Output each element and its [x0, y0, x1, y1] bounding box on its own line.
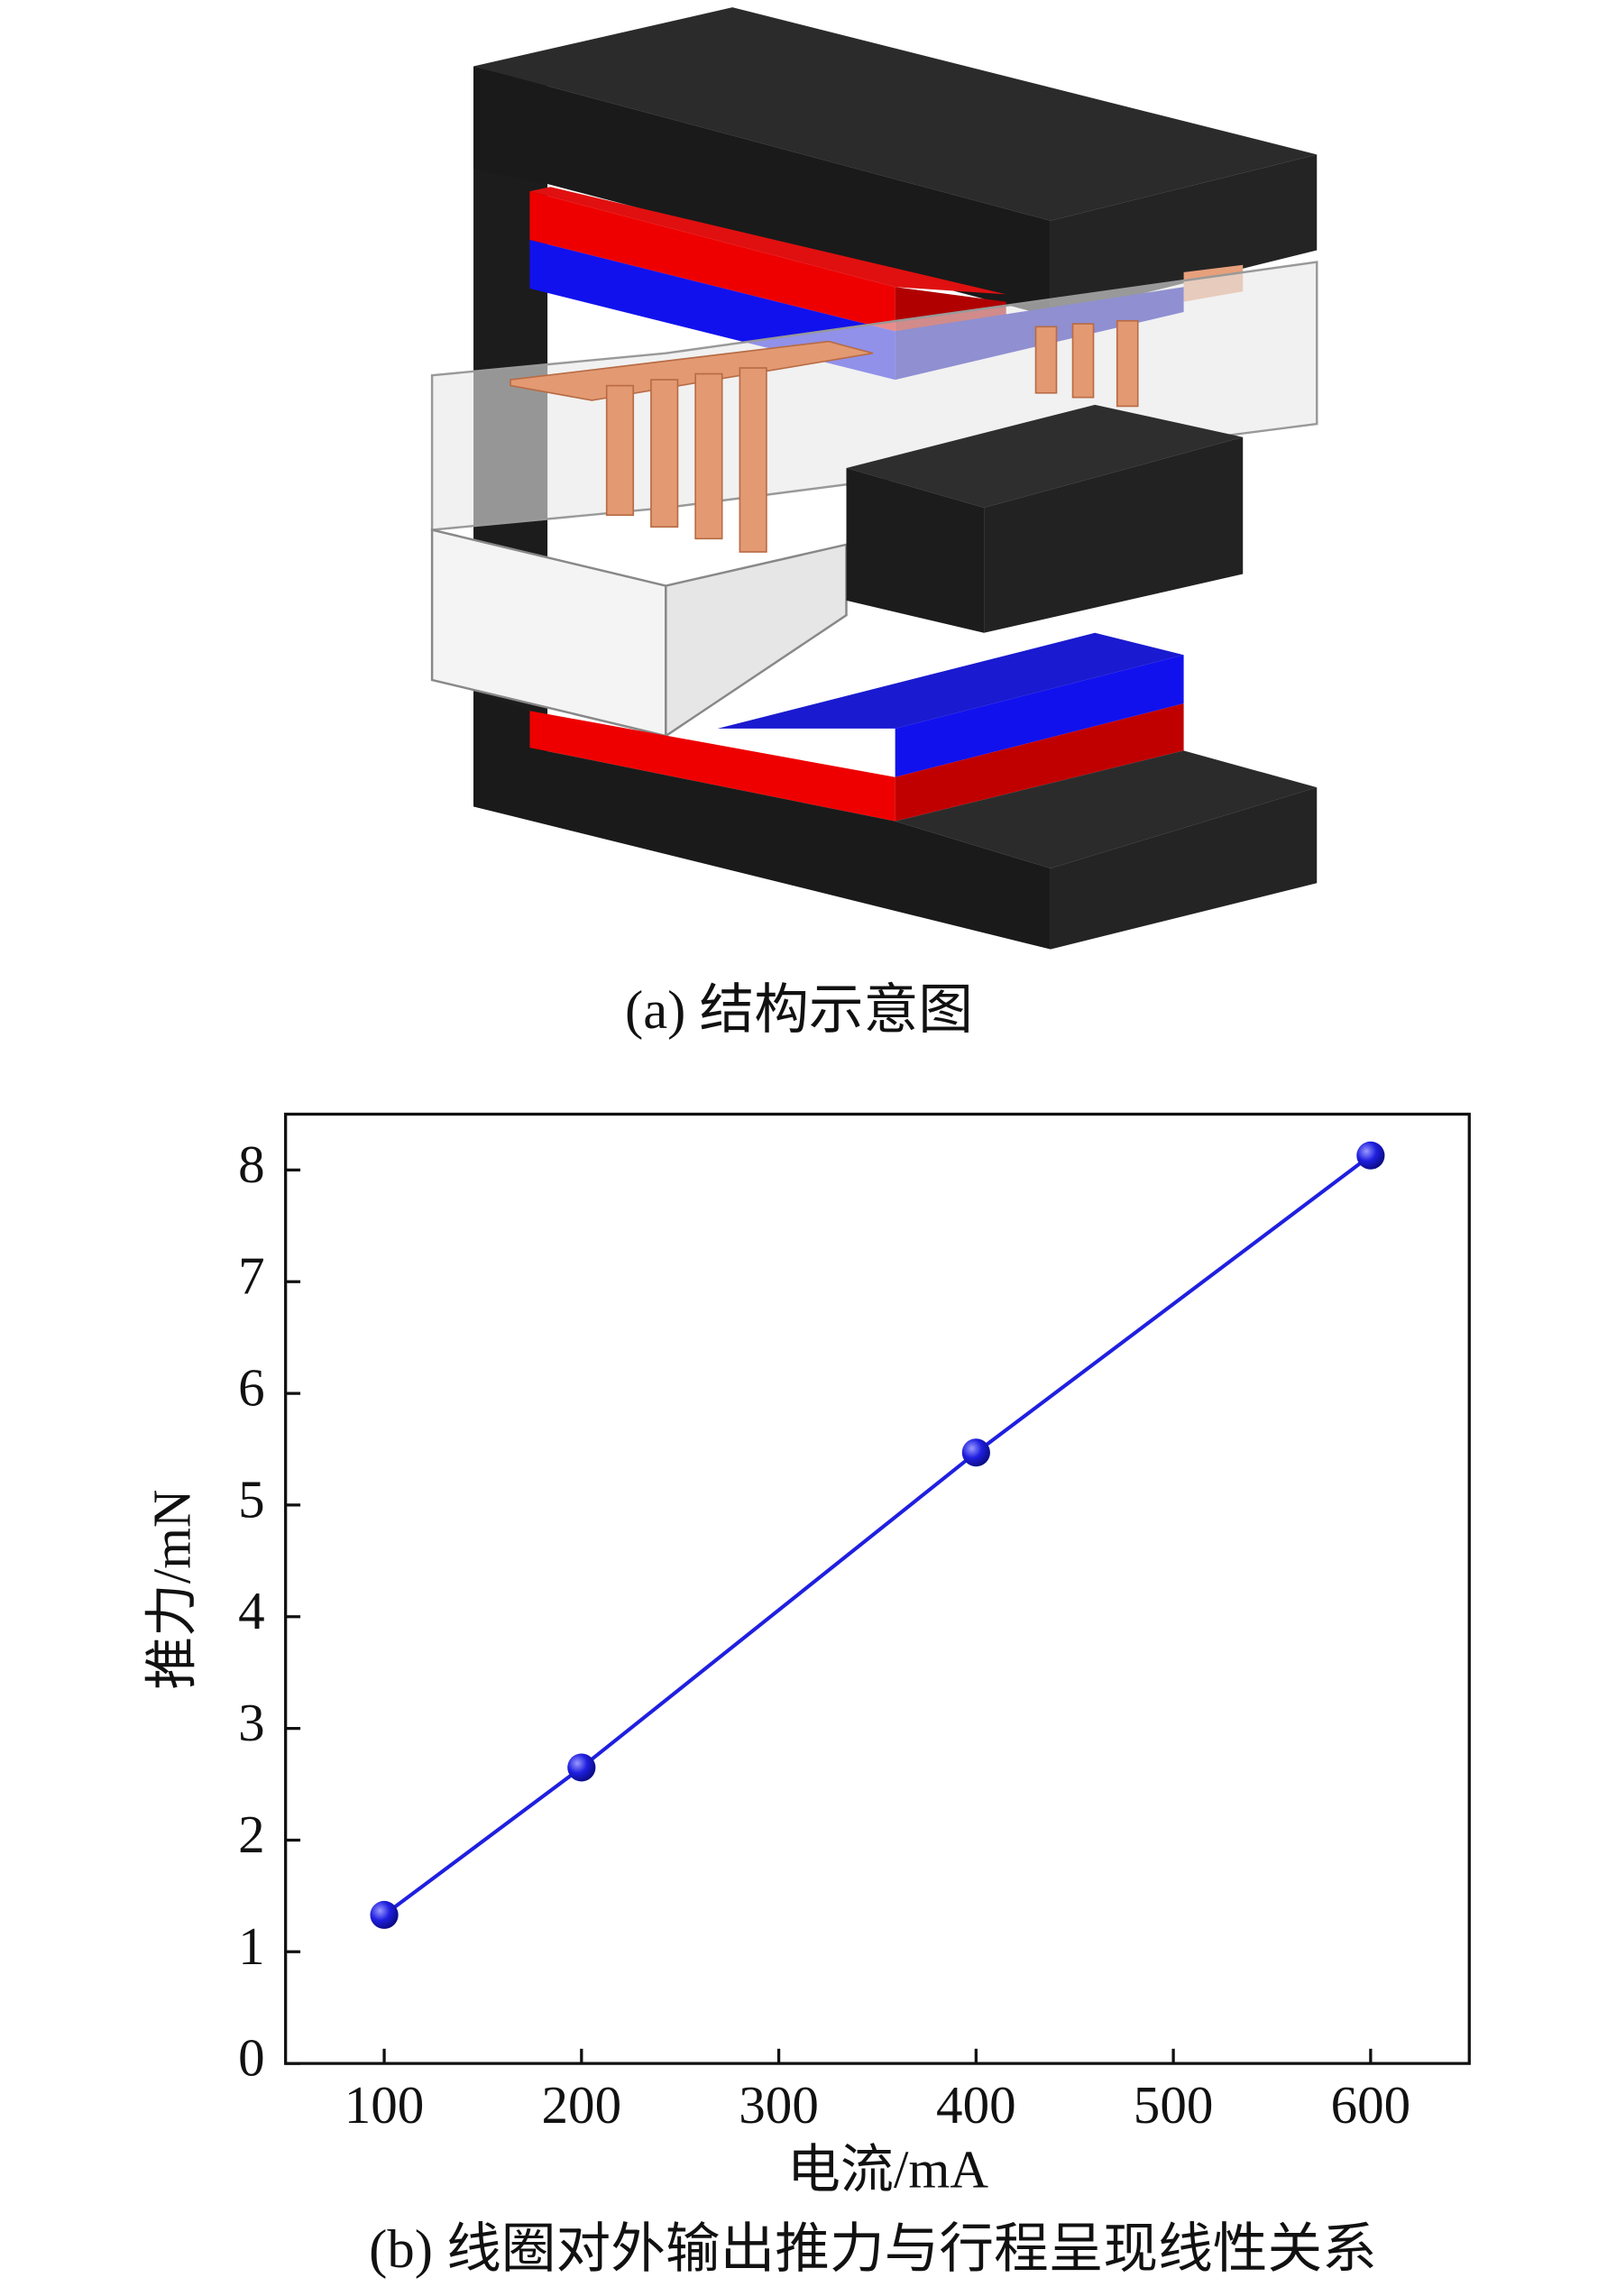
y-tick-label: 5 [238, 1471, 265, 1529]
x-tick-label: 200 [542, 2076, 622, 2135]
y-tick-label: 8 [238, 1135, 265, 1194]
caption-a: (a) 结构示意图 [625, 980, 973, 1041]
y-tick-label: 7 [238, 1247, 265, 1306]
data-point [370, 1900, 399, 1929]
x-tick-label: 500 [1134, 2076, 1214, 2135]
plot-frame [284, 1112, 1471, 2065]
x-tick-label: 400 [936, 2076, 1016, 2135]
x-tick-label: 300 [739, 2076, 819, 2135]
data-line [382, 1153, 1373, 1917]
caption-b: (b) 线圈对外输出推力与行程呈现线性关系 [369, 2219, 1377, 2280]
structure-diagram [430, 7, 1318, 950]
y-tick-label: 3 [238, 1694, 265, 1752]
data-point [961, 1438, 990, 1467]
x-tick-label: 100 [344, 2076, 425, 2135]
y-tick-label: 1 [238, 1917, 265, 1976]
y-tick-label: 4 [238, 1582, 265, 1640]
data-point [567, 1753, 596, 1782]
y-tick-label: 0 [238, 2029, 265, 2088]
x-tick-label: 600 [1331, 2076, 1411, 2135]
x-axis-label: 电流/mA [787, 2141, 989, 2200]
y-tick-label: 6 [238, 1359, 265, 1418]
y-axis-label: 推力/mN [142, 1490, 201, 1690]
data-point [1356, 1141, 1385, 1170]
y-tick-label: 2 [238, 1805, 265, 1864]
